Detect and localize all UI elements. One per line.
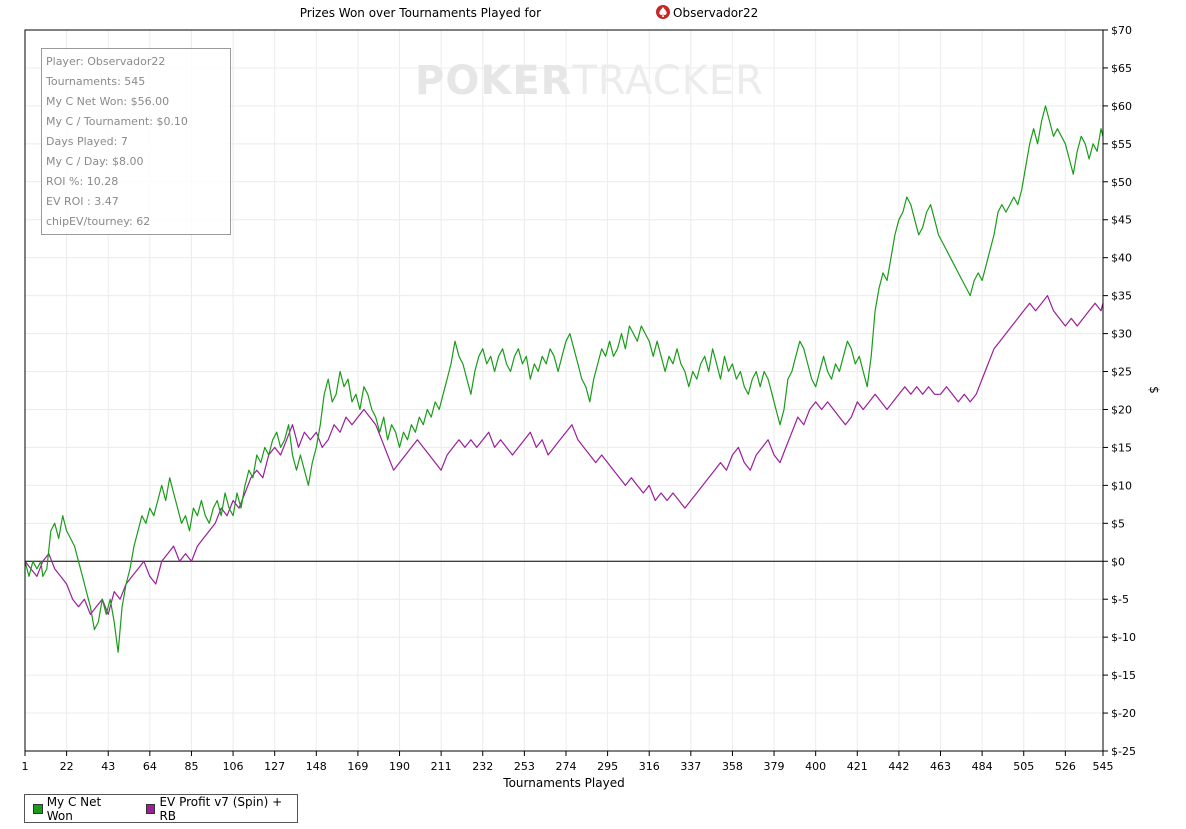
x-tick-label: 232 — [472, 760, 493, 773]
stats-box: Player: Observador22 Tournaments: 545 My… — [41, 48, 231, 235]
y-tick-label: $25 — [1111, 366, 1132, 379]
y-tick-label: $50 — [1111, 176, 1132, 189]
y-tick-label: $40 — [1111, 252, 1132, 265]
x-tick-label: 1 — [22, 760, 29, 773]
x-tick-label: 127 — [264, 760, 285, 773]
y-tick-label: $10 — [1111, 479, 1132, 492]
x-tick-label: 295 — [597, 760, 618, 773]
y-tick-label: $5 — [1111, 517, 1125, 530]
grid — [24, 29, 1104, 752]
x-axis-ticks: 1 22 43 64 85 106 127 148 169 190 211 232 253 274 295 3… — [22, 751, 1114, 773]
stats-net-won: My C Net Won: $56.00 — [46, 95, 170, 108]
y-axis-label: $ — [1147, 386, 1161, 394]
x-tick-label: 545 — [1093, 760, 1114, 773]
x-tick-label: 85 — [184, 760, 198, 773]
x-tick-label: 148 — [306, 760, 327, 773]
x-tick-label: 421 — [847, 760, 868, 773]
chart-title-player: Observador22 — [673, 6, 758, 20]
y-tick-label: $-15 — [1111, 669, 1136, 682]
x-tick-label: 442 — [888, 760, 909, 773]
chart-legend: My C Net Won EV Profit v7 (Spin) + RB — [24, 794, 298, 823]
legend-label-net-won: My C Net Won — [46, 794, 102, 823]
y-tick-label: $30 — [1111, 328, 1132, 341]
x-tick-label: 64 — [143, 760, 157, 773]
stats-roi: ROI %: 10.28 — [46, 175, 119, 188]
x-axis-label: Tournaments Played — [502, 776, 624, 790]
y-tick-label: $70 — [1111, 24, 1132, 37]
series-line-net-won — [24, 105, 1104, 653]
x-tick-label: 211 — [431, 760, 452, 773]
y-tick-label: $55 — [1111, 138, 1132, 151]
stats-player: Player: Observador22 — [46, 55, 166, 68]
x-tick-label: 43 — [101, 760, 115, 773]
stats-ev-roi: EV ROI : 3.47 — [46, 195, 119, 208]
series-line-ev-profit — [24, 295, 1104, 616]
x-tick-label: 316 — [639, 760, 660, 773]
legend-item-ev-profit[interactable]: EV Profit v7 (Spin) + RB — [145, 794, 297, 823]
x-tick-label: 106 — [223, 760, 244, 773]
legend-item-net-won[interactable]: My C Net Won — [33, 795, 128, 823]
x-tick-label: 526 — [1055, 760, 1076, 773]
y-tick-label: $15 — [1111, 441, 1132, 454]
x-tick-label: 253 — [514, 760, 535, 773]
stats-days-played: Days Played: 7 — [46, 135, 128, 148]
y-tick-label: $65 — [1111, 62, 1132, 75]
y-tick-label: $0 — [1111, 555, 1125, 568]
y-tick-label: $-10 — [1111, 631, 1136, 644]
x-tick-label: 505 — [1013, 760, 1034, 773]
legend-swatch-purple — [145, 803, 156, 814]
x-tick-label: 463 — [930, 760, 951, 773]
y-tick-label: $45 — [1111, 214, 1132, 227]
series-layer — [24, 105, 1104, 653]
pokertracker-logo: POKERTRACKER — [415, 58, 764, 104]
x-tick-label: 190 — [389, 760, 410, 773]
x-tick-label: 484 — [972, 760, 993, 773]
y-tick-label: $-25 — [1111, 745, 1136, 758]
x-tick-label: 274 — [555, 760, 576, 773]
y-tick-label: $35 — [1111, 290, 1132, 303]
x-tick-label: 22 — [60, 760, 74, 773]
chart-title: Prizes Won over Tournaments Played for — [300, 6, 541, 20]
y-tick-label: $20 — [1111, 403, 1132, 416]
plot-frame — [24, 29, 1104, 752]
spade-icon — [656, 5, 670, 19]
stats-per-day: My C / Day: $8.00 — [46, 155, 144, 168]
legend-label-ev-profit: EV Profit v7 (Spin) + RB — [159, 794, 283, 823]
y-axis-ticks: $70 $65 $60 $55 $50 $45 $40 $35 $30 $25 $20 $15 $10 $… — [1103, 24, 1136, 758]
x-tick-label: 169 — [347, 760, 368, 773]
x-tick-label: 379 — [764, 760, 785, 773]
legend-swatch-green — [33, 803, 43, 814]
stats-chipev: chipEV/tourney: 62 — [46, 215, 151, 228]
x-tick-label: 358 — [722, 760, 743, 773]
y-tick-label: $-5 — [1111, 593, 1129, 606]
x-tick-label: 337 — [680, 760, 701, 773]
stats-tournaments: Tournaments: 545 — [46, 75, 146, 88]
y-tick-label: $60 — [1111, 100, 1132, 113]
x-tick-label: 400 — [805, 760, 826, 773]
stats-per-tournament: My C / Tournament: $0.10 — [46, 115, 188, 128]
y-tick-label: $-20 — [1111, 707, 1136, 720]
